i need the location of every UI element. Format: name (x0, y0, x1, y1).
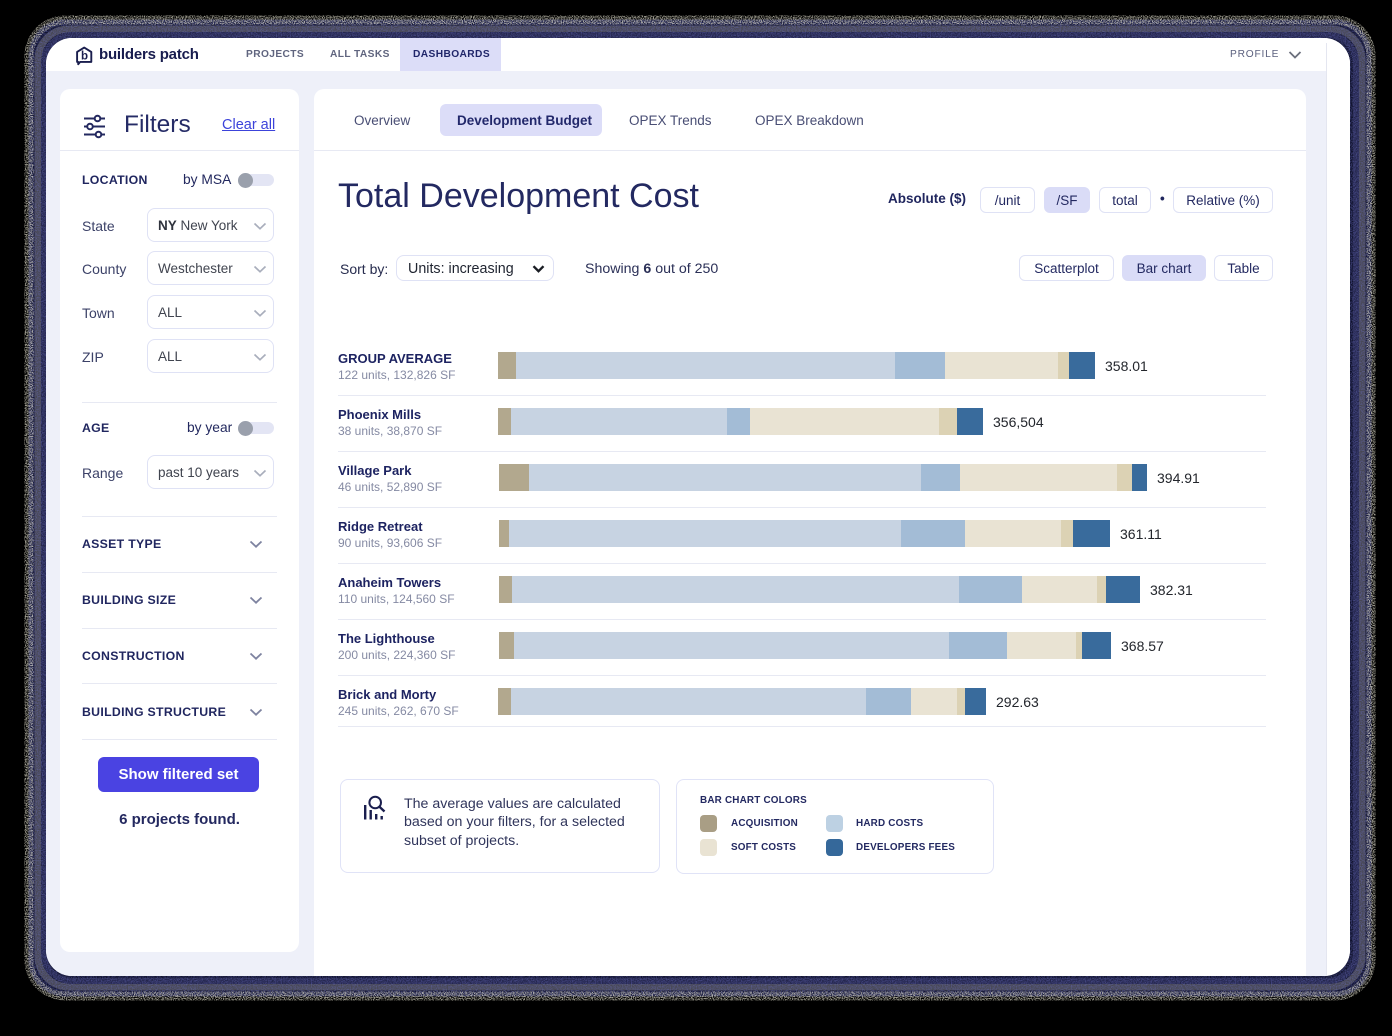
svg-text:b: b (81, 50, 88, 62)
